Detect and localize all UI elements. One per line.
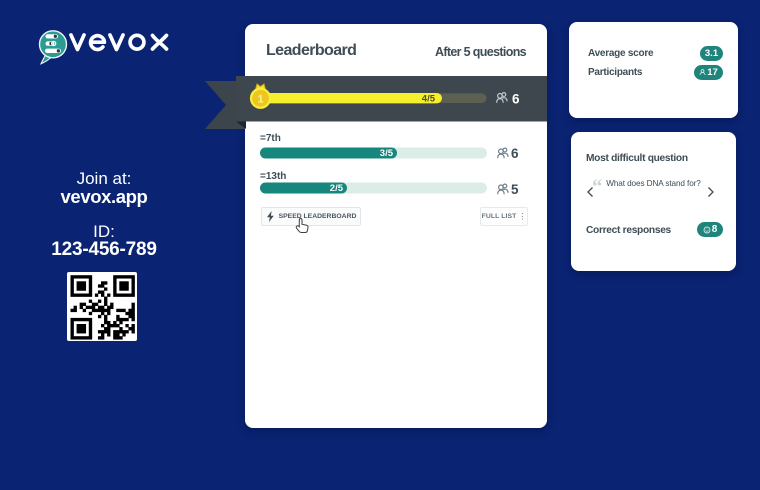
svg-text:2/5: 2/5 xyxy=(330,183,344,194)
svg-text:4/5: 4/5 xyxy=(422,94,436,105)
svg-text:6: 6 xyxy=(512,91,520,106)
svg-text:1: 1 xyxy=(257,93,263,105)
svg-text:3/5: 3/5 xyxy=(380,148,394,159)
